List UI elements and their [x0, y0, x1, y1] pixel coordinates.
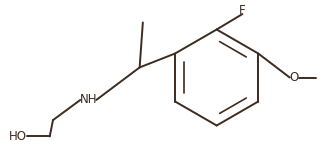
Text: F: F — [239, 4, 246, 17]
Text: O: O — [289, 71, 298, 84]
Text: HO: HO — [9, 130, 27, 143]
Text: NH: NH — [80, 93, 97, 106]
